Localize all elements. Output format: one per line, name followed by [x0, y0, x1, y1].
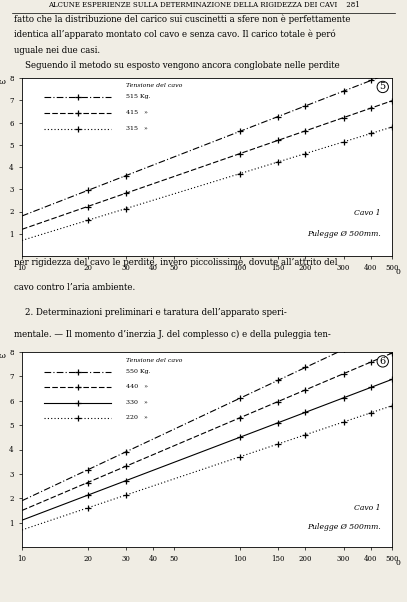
- Text: ω: ω: [0, 352, 5, 360]
- Text: 440   »: 440 »: [126, 384, 148, 389]
- Text: fatto che la distribuzione del carico sui cuscinetti a sfere non è perfettamente: fatto che la distribuzione del carico su…: [14, 14, 350, 23]
- Text: Pulegge Ø 500mm.: Pulegge Ø 500mm.: [307, 230, 381, 238]
- Text: 515 Kg.: 515 Kg.: [126, 94, 150, 99]
- Text: 0: 0: [396, 559, 400, 566]
- Text: 5: 5: [380, 82, 386, 92]
- Text: Cavo 1: Cavo 1: [354, 504, 381, 512]
- Text: Cavo 1: Cavo 1: [354, 209, 381, 217]
- Text: identica all’apparato montato col cavo e senza cavo. Il carico totale è peró: identica all’apparato montato col cavo e…: [14, 30, 336, 39]
- Text: 415   »: 415 »: [126, 110, 147, 115]
- Text: 330   »: 330 »: [126, 400, 147, 405]
- Text: ω: ω: [0, 78, 5, 86]
- Text: 0: 0: [396, 268, 400, 276]
- Text: 550 Kg.: 550 Kg.: [126, 368, 150, 374]
- Text: Tensione del cavo: Tensione del cavo: [126, 358, 182, 363]
- Text: Tensione del cavo: Tensione del cavo: [126, 83, 182, 88]
- Text: mentale. — Il momento d’inerzia J. del complesso c) e della puleggia ten-: mentale. — Il momento d’inerzia J. del c…: [14, 330, 331, 339]
- Text: 315   »: 315 »: [126, 126, 147, 131]
- Text: per rigidezza del cavo le perdite, invero piccolissime, dovute all’attrito del: per rigidezza del cavo le perdite, inver…: [14, 258, 337, 267]
- Text: 2. Determinazioni preliminari e taratura dell’apparato speri-: 2. Determinazioni preliminari e taratura…: [14, 308, 287, 317]
- Text: ALCUNE ESPERIENZE SULLA DETERMINAZIONE DELLA RIGIDEZZA DEI CAVI    281: ALCUNE ESPERIENZE SULLA DETERMINAZIONE D…: [48, 1, 359, 8]
- Text: 6: 6: [380, 357, 386, 366]
- Text: uguale nei due casi.: uguale nei due casi.: [14, 46, 100, 55]
- Text: cavo contro l’aria ambiente.: cavo contro l’aria ambiente.: [14, 283, 135, 292]
- Text: Seguendo il metodo su esposto vengono ancora conglobate nelle perdite: Seguendo il metodo su esposto vengono an…: [14, 61, 340, 70]
- Text: 220   »: 220 »: [126, 415, 147, 420]
- Text: Pulegge Ø 500mm.: Pulegge Ø 500mm.: [307, 523, 381, 532]
